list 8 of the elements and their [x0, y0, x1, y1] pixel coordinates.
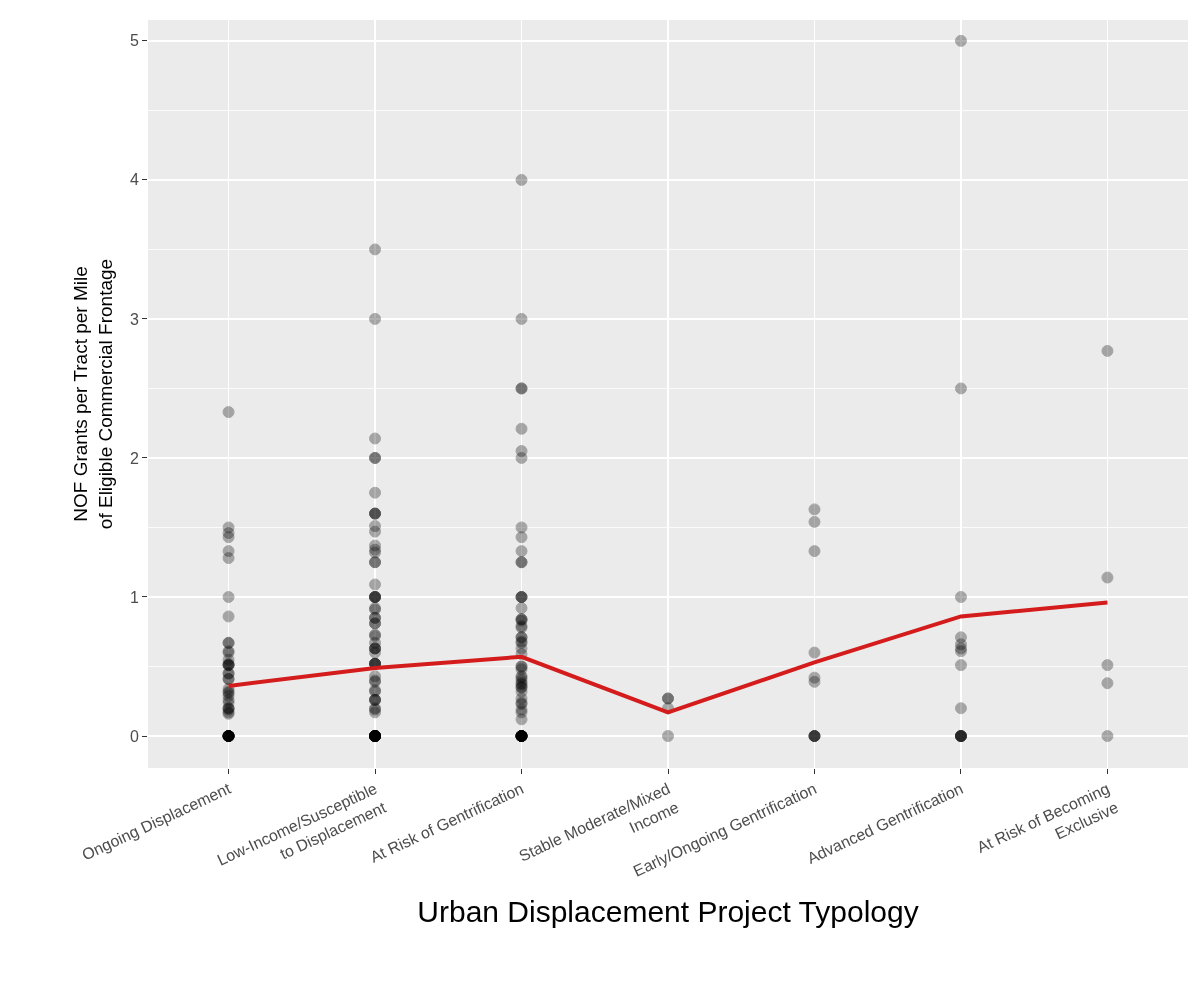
y-tick-label: 2: [129, 449, 139, 467]
y-tick-label: 1: [129, 588, 139, 606]
x-axis-title: Urban Displacement Project Typology: [417, 895, 919, 929]
y-tick-label: 3: [129, 310, 139, 328]
y-tick-label: 0: [129, 727, 139, 745]
y-tick-label: 4: [129, 171, 139, 189]
y-axis-title: NOF Grants per Tract per Mile of Eligible Commercial Frontage: [70, 258, 116, 530]
y-tick-label: 5: [129, 32, 139, 50]
